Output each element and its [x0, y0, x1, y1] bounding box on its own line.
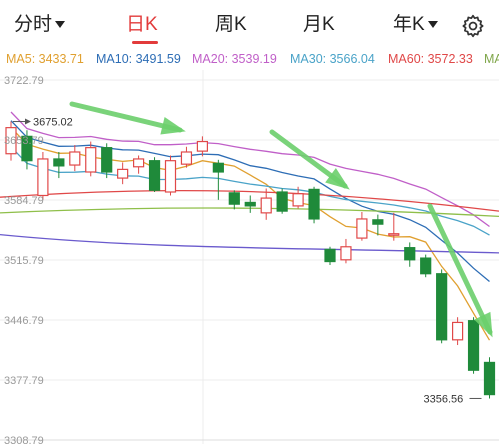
y-tick-label: 3722.79: [4, 75, 44, 87]
candle-body: [452, 321, 464, 341]
candle-body: [133, 158, 145, 168]
tab-intraday[interactable]: 分时: [14, 12, 66, 38]
gear-icon[interactable]: [460, 13, 486, 39]
candle-body: [37, 158, 49, 197]
ma-extra-value: MA: [484, 52, 499, 66]
ma60-line: [0, 189, 499, 212]
active-tab-indicator: [132, 41, 158, 44]
candle-body: [180, 151, 193, 165]
candle-body: [483, 361, 496, 396]
candle-body: [164, 160, 177, 193]
ma-extra-line: [0, 207, 499, 217]
tab-intraday-label: 分时: [14, 14, 53, 35]
candle-body: [436, 273, 448, 341]
candle-body: [356, 218, 368, 239]
y-tick-label: 3584.79: [4, 195, 44, 207]
y-tick-label: 3308.79: [4, 435, 44, 444]
candle-body: [117, 168, 129, 179]
period-tabs: 分时 日K 周K 月K 年K: [0, 0, 499, 48]
trend-arrow-3-head: [474, 311, 493, 338]
candle-body: [292, 193, 304, 207]
y-tick-label: 3446.79: [4, 315, 44, 327]
ma-line: [10, 146, 490, 236]
candle-body: [404, 247, 416, 261]
ma20-value: MA20: 3539.19: [192, 52, 277, 66]
caret-down-icon: [55, 21, 66, 29]
high-price-label: 3675.02: [33, 117, 73, 129]
ma-line: [10, 111, 490, 228]
candle-body: [244, 201, 256, 207]
candle-body: [340, 246, 352, 261]
ma10-value: MA10: 3491.59: [96, 52, 181, 66]
tab-monthly-k-label: 月K: [303, 14, 335, 35]
trend-arrow-3: [427, 203, 493, 335]
candlestick-chart: 3722.79 3653.79 3584.79 3515.79 3446.79 3377.…: [0, 70, 499, 444]
candle-body: [5, 127, 17, 155]
tab-yearly-k[interactable]: 年K: [393, 12, 438, 38]
caret-down-icon: [427, 21, 438, 29]
y-tick-label: 3377.79: [4, 375, 44, 387]
candle-body: [85, 147, 97, 173]
candle-body: [260, 197, 272, 214]
candle-body: [372, 219, 384, 225]
trend-arrow-2-head: [325, 168, 350, 190]
ma5-value: MA5: 3433.71: [6, 52, 84, 66]
candle-body: [69, 151, 81, 166]
candle-body: [388, 233, 400, 236]
candle-body: [21, 135, 33, 162]
ma-extra-line-2: [0, 233, 499, 254]
candle-body: [467, 320, 480, 371]
ma-legend: MA5: 3433.71 MA10: 3491.59 MA20: 3539.19…: [0, 50, 499, 70]
candle-body: [196, 140, 208, 152]
candle-body: [101, 147, 113, 173]
tab-weekly-k-label: 周K: [215, 14, 247, 35]
high-marker-arrow: [25, 118, 31, 125]
ma60-value: MA60: 3572.33: [388, 52, 473, 66]
y-tick-label: 3515.79: [4, 255, 44, 267]
tab-yearly-k-label: 年K: [393, 14, 425, 35]
candle-body: [228, 192, 240, 205]
candle-body: [212, 162, 224, 173]
tab-weekly-k[interactable]: 周K: [215, 12, 247, 38]
ma-line: [10, 127, 491, 341]
y-tick-label: 3653.79: [4, 135, 44, 147]
candle-body: [276, 191, 288, 212]
trend-arrow-1-head: [160, 117, 186, 135]
trend-arrow-1: [69, 101, 183, 133]
tab-monthly-k[interactable]: 月K: [303, 12, 335, 38]
candle-body: [308, 188, 320, 220]
candle-body: [420, 257, 432, 275]
candle-body: [148, 160, 161, 191]
tab-daily-k-label: 日K: [126, 14, 158, 35]
ma30-value: MA30: 3566.04: [290, 52, 375, 66]
candle-body: [324, 248, 336, 263]
low-price-label: 3356.56: [424, 393, 464, 405]
candle-body: [53, 158, 65, 167]
tab-daily-k[interactable]: 日K: [126, 12, 158, 38]
